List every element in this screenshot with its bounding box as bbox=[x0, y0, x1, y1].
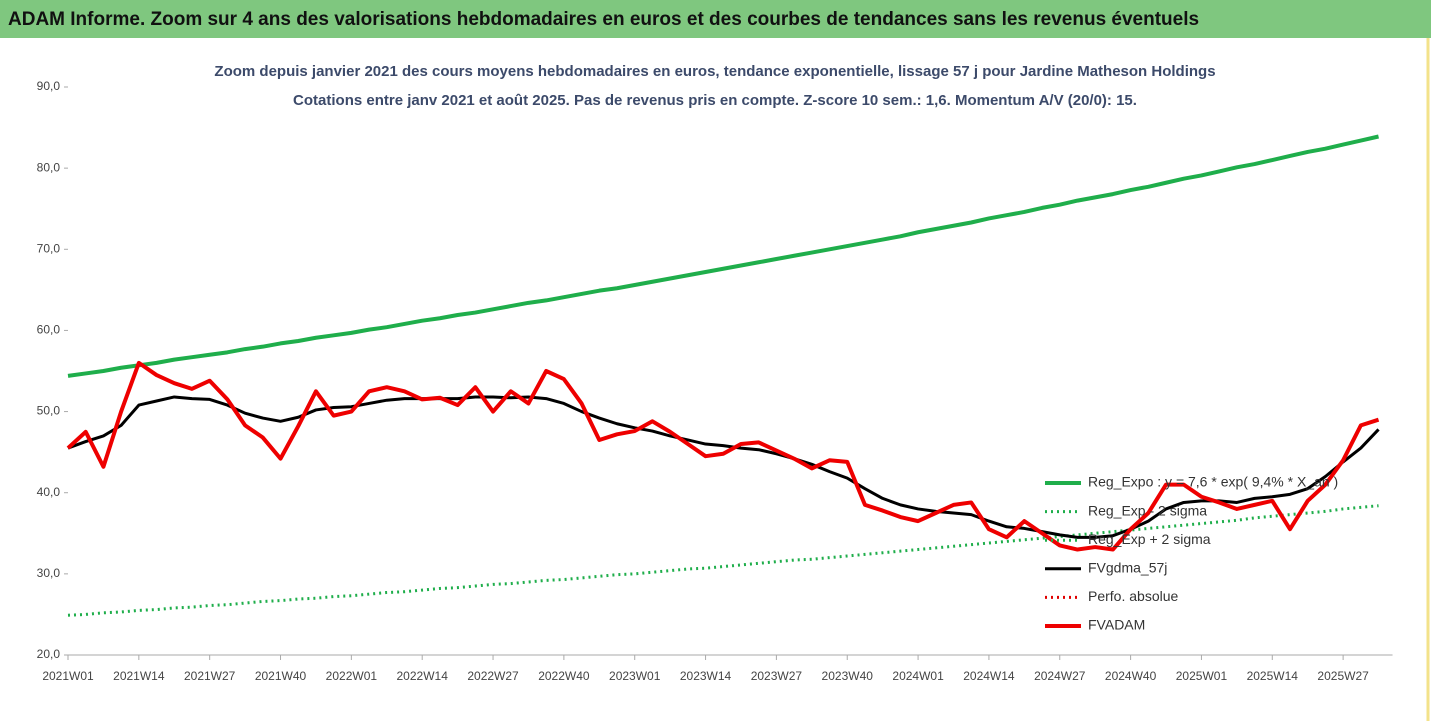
y-tick-label: 60,0 bbox=[37, 323, 61, 337]
x-tick-label: 2023W40 bbox=[822, 669, 874, 683]
legend-label: Reg_Exp + 2 sigma bbox=[1088, 531, 1211, 547]
y-tick-label: 30,0 bbox=[37, 566, 61, 580]
x-tick-label: 2021W40 bbox=[255, 669, 307, 683]
x-tick-label: 2022W01 bbox=[326, 669, 378, 683]
x-tick-label: 2022W14 bbox=[397, 669, 449, 683]
x-tick-label: 2022W27 bbox=[467, 669, 519, 683]
x-tick-label: 2024W14 bbox=[963, 669, 1015, 683]
x-tick-label: 2022W40 bbox=[538, 669, 590, 683]
y-tick-label: 50,0 bbox=[37, 404, 61, 418]
chart-subtitle: Cotations entre janv 2021 et août 2025. … bbox=[293, 92, 1137, 109]
x-tick-label: 2023W01 bbox=[609, 669, 661, 683]
header-bar bbox=[0, 0, 1431, 38]
y-tick-label: 70,0 bbox=[37, 241, 61, 255]
chart-title: ADAM Informe. Zoom sur 4 ans des valoris… bbox=[8, 9, 1199, 30]
legend-label: FVADAM bbox=[1088, 617, 1145, 633]
x-tick-label: 2024W01 bbox=[892, 669, 944, 683]
y-tick-label: 90,0 bbox=[37, 79, 61, 93]
x-tick-label: 2025W01 bbox=[1176, 669, 1228, 683]
x-tick-label: 2025W14 bbox=[1247, 669, 1299, 683]
series-line bbox=[67, 134, 1379, 378]
x-tick-label: 2023W14 bbox=[680, 669, 732, 683]
x-tick-label: 2024W27 bbox=[1034, 669, 1086, 683]
series-line bbox=[66, 360, 1380, 552]
series-line bbox=[67, 395, 1380, 539]
legend-label: Reg_Expo : y = 7,6 * exp( 9,4% * X_an ) bbox=[1088, 474, 1338, 490]
x-tick-label: 2023W27 bbox=[751, 669, 803, 683]
x-tick-label: 2021W27 bbox=[184, 669, 236, 683]
x-tick-label: 2021W14 bbox=[113, 669, 165, 683]
x-tick-label: 2025W27 bbox=[1317, 669, 1369, 683]
y-tick-label: 20,0 bbox=[37, 647, 61, 661]
legend-label: FVgdma_57j bbox=[1088, 560, 1167, 576]
chart-subtitle: Zoom depuis janvier 2021 des cours moyen… bbox=[214, 63, 1215, 80]
y-tick-label: 40,0 bbox=[37, 485, 61, 499]
x-tick-label: 2021W01 bbox=[42, 669, 94, 683]
legend-label: Perfo. absolue bbox=[1088, 588, 1178, 604]
y-tick-label: 80,0 bbox=[37, 160, 61, 174]
x-tick-label: 2024W40 bbox=[1105, 669, 1157, 683]
legend-label: Reg_Exp - 2 sigma bbox=[1088, 502, 1207, 518]
